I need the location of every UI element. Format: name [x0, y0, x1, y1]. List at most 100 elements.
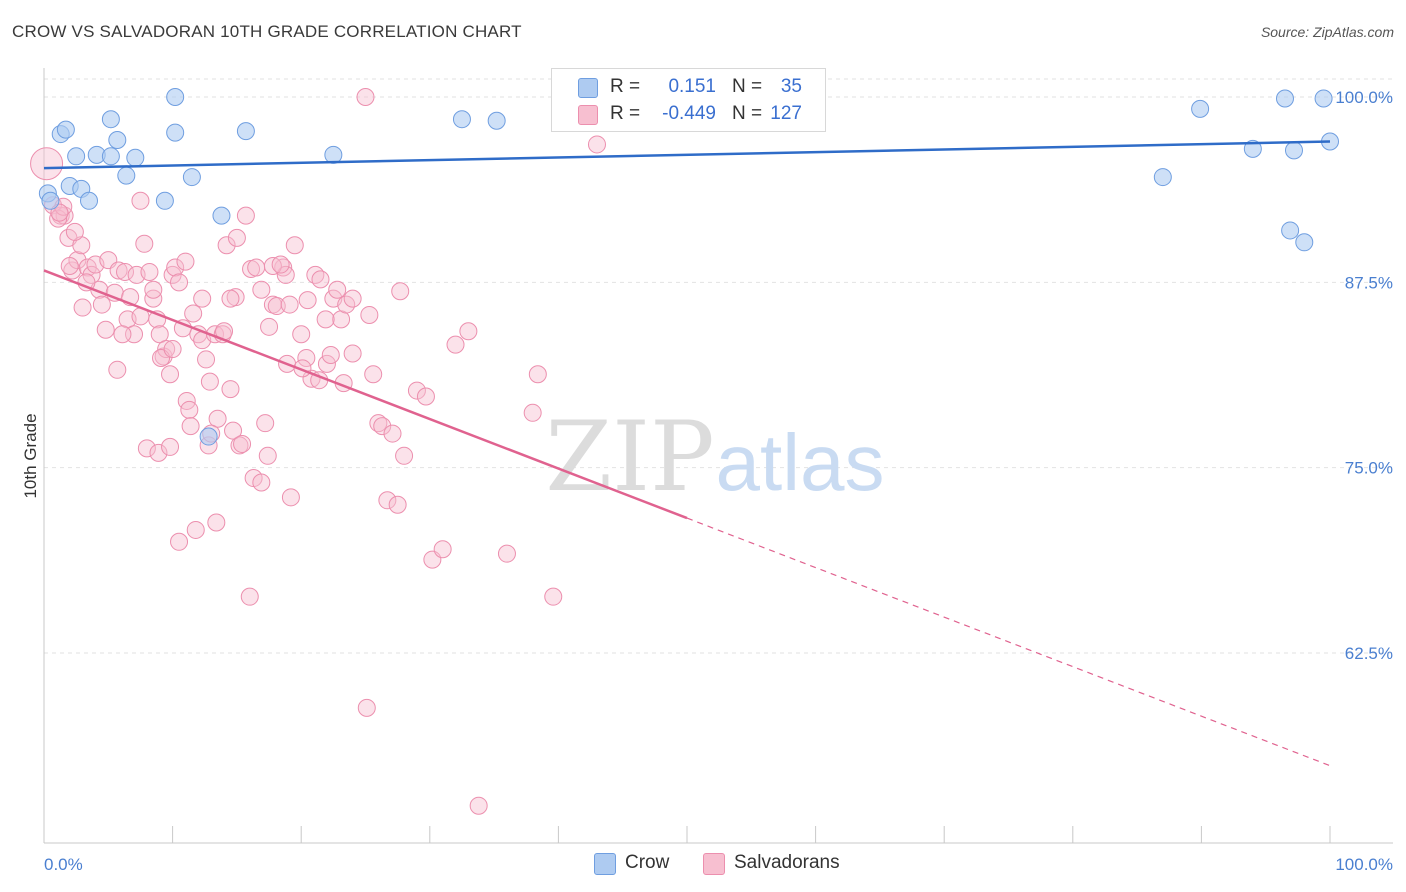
salvadorans-point: [30, 147, 64, 181]
crow-points: [38, 88, 1339, 446]
r-value: -0.449: [662, 103, 716, 124]
salvadorans-point: [166, 258, 185, 277]
salvadorans-trendline-extension: [686, 517, 1331, 767]
chart-title: CROW VS SALVADORAN 10TH GRADE CORRELATIO…: [12, 22, 522, 41]
watermark-zip: ZIP: [545, 401, 714, 513]
crow-point: [1314, 89, 1333, 108]
salvadorans-point: [137, 439, 156, 458]
salvadorans-point: [383, 424, 402, 443]
salvadorans-point: [161, 365, 180, 384]
salvadorans-trendline: [43, 269, 688, 520]
n-value: 127: [770, 103, 802, 124]
n-value: 35: [780, 76, 802, 97]
crow-point: [108, 130, 127, 149]
salvadorans-point: [256, 414, 275, 433]
crow-point: [324, 145, 343, 164]
salvadorans-point: [92, 295, 111, 314]
salvadorans-point: [276, 265, 295, 284]
salvadorans-point: [281, 488, 300, 507]
n-label: N =: [732, 76, 763, 97]
salvadorans-point: [267, 297, 286, 316]
crow-point: [41, 191, 60, 210]
salvadorans-point: [170, 532, 189, 551]
crow-point: [155, 191, 174, 210]
salvadorans-point: [433, 540, 452, 559]
salvadorans-point: [328, 280, 347, 299]
crow-point: [56, 120, 75, 139]
salvadorans-point: [140, 262, 159, 281]
crow-swatch: [594, 853, 616, 875]
crow-point: [101, 110, 120, 129]
r-label: R =: [610, 76, 641, 97]
correlation-legend: R = 0.151 N = 35 R = -0.449 N = 127: [551, 68, 826, 132]
crow-point: [452, 110, 471, 129]
salvadorans-point: [357, 698, 376, 717]
salvadorans-point: [144, 280, 163, 299]
x-tick-labels: 0.0% 100.0%: [44, 855, 1393, 874]
salvadorans-swatch: [703, 853, 725, 875]
salvadorans-point: [176, 252, 195, 271]
salvadorans-point: [247, 258, 266, 277]
salvadorans-point: [217, 236, 236, 255]
salvadorans-point: [157, 340, 176, 359]
salvadorans-point: [316, 310, 335, 329]
salvadorans-point: [186, 520, 205, 539]
salvadorans-point: [150, 325, 169, 344]
crow-trendline: [43, 140, 1331, 170]
salvadorans-point: [240, 587, 259, 606]
salvadorans-point: [317, 354, 336, 373]
r-label: R =: [610, 103, 641, 124]
crow-point: [67, 147, 86, 166]
salvadorans-point: [227, 228, 246, 247]
crow-point: [1284, 141, 1303, 160]
salvadorans-point: [207, 513, 226, 532]
salvadorans-point: [60, 257, 79, 276]
salvadorans-point: [200, 372, 219, 391]
x-ticks: [43, 826, 1331, 843]
salvadorans-point: [193, 289, 212, 308]
crow-point: [487, 111, 506, 130]
salvadorans-point: [343, 289, 362, 308]
salvadorans-point: [96, 320, 115, 339]
salvadorans-point: [407, 381, 426, 400]
salvadorans-point: [181, 417, 200, 436]
crow-point: [199, 427, 218, 446]
crow-point: [182, 168, 201, 187]
salvadorans-point: [73, 298, 92, 317]
salvadorans-point: [311, 270, 330, 289]
salvadorans-point: [252, 473, 271, 492]
legend-label-crow: Crow: [625, 852, 670, 873]
x-tick-label: 0.0%: [44, 855, 83, 874]
salvadorans-swatch: [578, 105, 598, 125]
trendlines: [43, 140, 1331, 767]
salvadorans-point: [135, 234, 154, 253]
salvadorans-point: [297, 348, 316, 367]
salvadorans-point: [523, 403, 542, 422]
salvadorans-point: [180, 400, 199, 419]
salvadorans-point: [65, 222, 84, 241]
salvadorans-points: [30, 88, 606, 815]
crow-point: [1243, 139, 1262, 158]
r-value: 0.151: [668, 76, 716, 97]
series-legend: Crow Salvadorans: [0, 851, 1406, 879]
salvadorans-point: [252, 280, 271, 299]
crow-swatch: [578, 78, 598, 98]
salvadorans-point: [388, 495, 407, 514]
salvadorans-point: [224, 421, 243, 440]
watermark-atlas: atlas: [716, 418, 885, 507]
salvadorans-point: [292, 325, 311, 344]
legend-label-salvadorans: Salvadorans: [734, 852, 840, 873]
salvadorans-point: [163, 340, 182, 359]
salvadorans-point: [298, 291, 317, 310]
crow-point: [1275, 89, 1294, 108]
crow-point: [236, 122, 255, 141]
salvadorans-point: [395, 446, 414, 465]
salvadorans-point: [258, 446, 277, 465]
salvadorans-point: [497, 544, 516, 563]
crow-point: [80, 191, 99, 210]
salvadorans-point: [343, 344, 362, 363]
salvadorans-point: [208, 409, 227, 428]
salvadorans-point: [391, 282, 410, 301]
legend-row-salvadorans: R = -0.449 N = 127: [552, 102, 825, 128]
